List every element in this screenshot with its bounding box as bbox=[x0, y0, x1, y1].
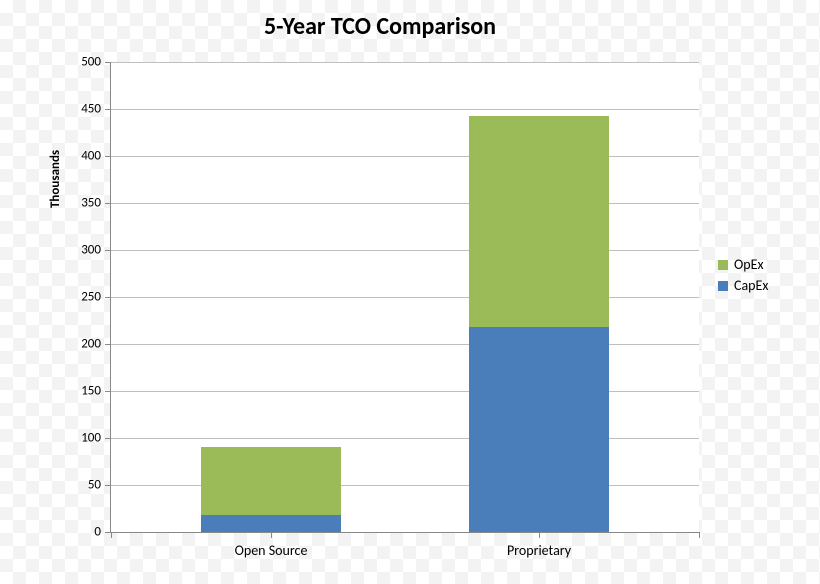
x-category-label: Open Source bbox=[235, 542, 308, 559]
legend-swatch bbox=[718, 260, 728, 270]
x-category-label: Proprietary bbox=[507, 542, 571, 559]
gridline bbox=[111, 203, 699, 204]
x-tick-mark bbox=[699, 532, 700, 538]
legend-item: OpEx bbox=[718, 256, 768, 273]
y-tick-mark bbox=[105, 203, 111, 204]
x-tick-mark bbox=[111, 532, 112, 538]
y-tick-mark bbox=[105, 250, 111, 251]
y-tick-label: 450 bbox=[81, 102, 101, 117]
y-tick-label: 500 bbox=[81, 55, 101, 70]
y-tick-mark bbox=[105, 485, 111, 486]
legend: OpEx CapEx bbox=[718, 252, 768, 298]
legend-label: CapEx bbox=[734, 277, 768, 294]
y-tick-mark bbox=[105, 109, 111, 110]
y-tick-label: 50 bbox=[88, 478, 101, 493]
gridline bbox=[111, 109, 699, 110]
y-tick-label: 200 bbox=[81, 337, 101, 352]
x-tick-mark bbox=[271, 532, 272, 538]
legend-swatch bbox=[718, 281, 728, 291]
bar-group bbox=[469, 116, 609, 532]
legend-label: OpEx bbox=[734, 256, 764, 273]
y-tick-label: 250 bbox=[81, 290, 101, 305]
bar-segment-capex bbox=[201, 515, 341, 532]
gridline bbox=[111, 62, 699, 63]
x-tick-mark bbox=[539, 532, 540, 538]
chart-title: 5-Year TCO Comparison bbox=[0, 12, 760, 41]
y-tick-mark bbox=[105, 344, 111, 345]
y-tick-mark bbox=[105, 62, 111, 63]
y-tick-label: 400 bbox=[81, 149, 101, 164]
gridline bbox=[111, 344, 699, 345]
chart-canvas: 5-Year TCO Comparison Thousands 05010015… bbox=[0, 0, 820, 584]
plot-area: 050100150200250300350400450500Open Sourc… bbox=[110, 62, 699, 533]
y-tick-label: 300 bbox=[81, 243, 101, 258]
bar-segment-capex bbox=[469, 327, 609, 532]
gridline bbox=[111, 297, 699, 298]
y-axis-unit-label: Thousands bbox=[48, 150, 63, 208]
y-tick-label: 150 bbox=[81, 384, 101, 399]
bar-group bbox=[201, 447, 341, 532]
gridline bbox=[111, 391, 699, 392]
y-tick-mark bbox=[105, 156, 111, 157]
y-tick-label: 0 bbox=[94, 525, 101, 540]
y-tick-mark bbox=[105, 297, 111, 298]
bar-segment-opex bbox=[469, 116, 609, 328]
bar-segment-opex bbox=[201, 447, 341, 515]
gridline bbox=[111, 250, 699, 251]
gridline bbox=[111, 438, 699, 439]
gridline bbox=[111, 485, 699, 486]
y-tick-mark bbox=[105, 438, 111, 439]
y-tick-label: 100 bbox=[81, 431, 101, 446]
y-tick-label: 350 bbox=[81, 196, 101, 211]
y-tick-mark bbox=[105, 391, 111, 392]
gridline bbox=[111, 156, 699, 157]
legend-item: CapEx bbox=[718, 277, 768, 294]
